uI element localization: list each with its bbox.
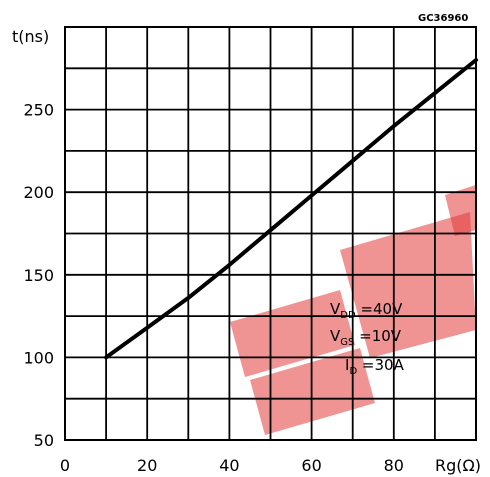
x-tick-label: 40 (219, 456, 239, 475)
x-tick-label: 0 (60, 456, 70, 475)
chart-grid (65, 27, 476, 440)
watermark-block (445, 185, 476, 236)
series-line-0 (104, 58, 478, 360)
y-tick-label: 100 (23, 348, 54, 367)
condition-line: VGS =10V (330, 327, 402, 348)
x-axis-label: Rg(Ω) (435, 456, 481, 475)
series-layer (104, 58, 478, 360)
y-tick-label: 150 (23, 266, 54, 285)
watermark-block (340, 212, 476, 358)
figure-code: GC36960 (418, 13, 468, 24)
condition-line: ID =30A (345, 356, 405, 377)
x-tick-label: 80 (384, 456, 404, 475)
x-tick-label: 60 (301, 456, 321, 475)
condition-line: VDD =40V (330, 300, 403, 321)
y-tick-label: 250 (23, 101, 54, 120)
y-tick-label: 50 (34, 431, 54, 450)
conditions-annotation: VDD =40V VGS =10V ID =30A (330, 300, 405, 377)
x-tick-label: 20 (137, 456, 157, 475)
y-tick-labels: 50 100 150 200 250 (23, 101, 54, 450)
y-axis-label: t(ns) (12, 27, 49, 46)
x-tick-labels: 0 20 40 60 80 (60, 456, 404, 475)
watermark-block (230, 290, 355, 377)
plot-frame (64, 26, 477, 441)
y-tick-label: 200 (23, 183, 54, 202)
